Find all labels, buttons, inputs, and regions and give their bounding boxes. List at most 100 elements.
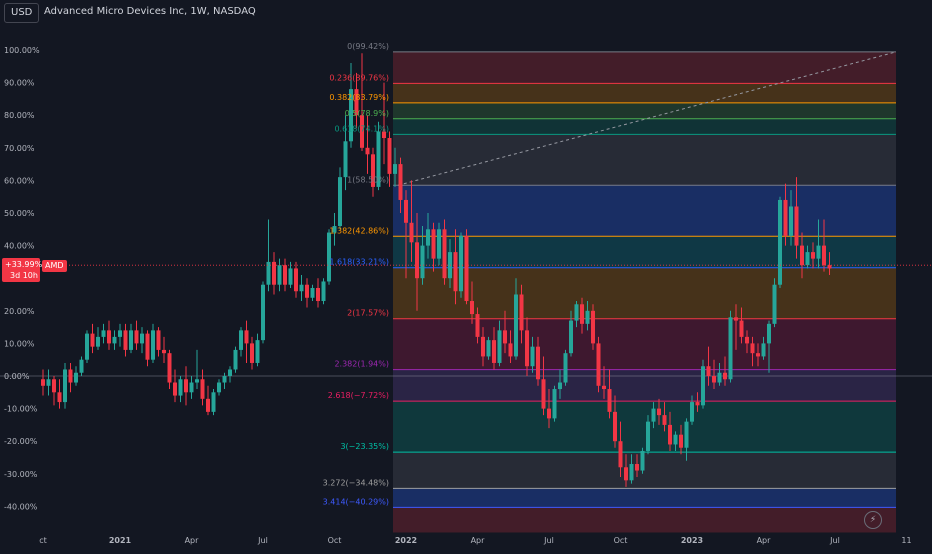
candle	[767, 320, 771, 373]
candle	[398, 157, 403, 213]
candle	[541, 356, 546, 416]
candle-body	[503, 330, 507, 344]
candle	[222, 372, 227, 390]
candle-body	[745, 336, 749, 344]
candle	[684, 418, 689, 461]
candle	[739, 307, 744, 344]
candle-body	[57, 392, 62, 403]
candle-body	[233, 349, 238, 370]
candle-body	[63, 369, 67, 403]
y-axis-tick-label: 100.00%	[4, 46, 40, 55]
candle	[365, 115, 370, 174]
candle-body	[536, 346, 540, 380]
candle	[772, 278, 777, 328]
candle	[585, 301, 590, 331]
candle	[387, 131, 392, 187]
candle-body	[123, 330, 128, 350]
candle-body	[255, 340, 260, 363]
candle-body	[349, 89, 353, 142]
candle-body	[591, 310, 595, 344]
candle-body	[750, 343, 755, 354]
candle	[651, 402, 656, 429]
candle	[145, 330, 150, 367]
candle	[822, 219, 826, 272]
candle-body	[41, 379, 45, 386]
lightning-bolt-icon[interactable]: ⚡	[864, 511, 882, 529]
candle	[459, 232, 463, 298]
candle-body	[640, 450, 645, 471]
candle	[580, 297, 584, 334]
candle-body	[431, 229, 436, 259]
fib-zone	[393, 118, 896, 135]
candle-body	[547, 408, 551, 419]
candle-body	[167, 353, 172, 383]
candle-body	[321, 281, 326, 302]
candle	[57, 379, 62, 409]
candle-body	[277, 265, 282, 285]
fib-trend-line	[397, 51, 897, 186]
candle-body	[145, 333, 150, 360]
candle-body	[662, 415, 667, 425]
candle-body	[426, 229, 430, 246]
fib-level-label: 3.272(−34.48%)	[323, 478, 389, 487]
candle	[85, 330, 89, 363]
candle	[233, 346, 238, 373]
candle	[745, 330, 749, 354]
candle	[129, 323, 133, 354]
candle	[761, 336, 766, 360]
candle	[668, 411, 672, 451]
candle-body	[272, 261, 276, 285]
candle-body	[250, 343, 254, 363]
y-axis-tick-label: 60.00%	[4, 176, 35, 185]
candle	[184, 366, 188, 406]
candle	[481, 327, 485, 367]
y-axis-tick-label: 20.00%	[4, 307, 35, 316]
candle-body	[195, 379, 199, 383]
x-axis-tick-label: Oct	[328, 536, 342, 545]
candle	[178, 376, 183, 403]
symbol-tag: AMD	[42, 260, 67, 272]
candle-body	[816, 245, 821, 259]
candle-body	[101, 330, 106, 337]
candle-body	[767, 323, 771, 344]
candle	[475, 307, 480, 344]
candle-body	[305, 284, 309, 298]
candle	[794, 177, 799, 259]
candle-body	[420, 245, 425, 279]
candle	[464, 229, 469, 305]
candle-body	[178, 379, 183, 396]
candle-body	[288, 268, 293, 285]
candle-body	[261, 284, 265, 341]
candle-body	[118, 330, 122, 337]
candle	[558, 369, 562, 399]
candle-body	[96, 336, 100, 347]
candle-body	[794, 206, 799, 246]
fib-level-label: 2(17.57%)	[347, 309, 389, 318]
candle	[624, 454, 628, 487]
y-axis-tick-label: 70.00%	[4, 144, 35, 153]
candle	[255, 333, 260, 367]
candle	[376, 121, 381, 191]
candle-body	[497, 330, 502, 363]
fib-zone	[393, 401, 896, 453]
candle	[602, 366, 606, 399]
candle	[305, 278, 309, 308]
candle-body	[668, 424, 672, 445]
candle	[783, 183, 788, 246]
fib-zone	[393, 51, 896, 84]
candle	[552, 385, 557, 422]
currency-button[interactable]: USD	[4, 3, 40, 23]
candle	[200, 369, 205, 406]
fib-zone	[393, 236, 896, 268]
candle-body	[464, 235, 469, 302]
x-axis-tick-label: Apr	[471, 536, 486, 545]
candle-body	[602, 385, 606, 390]
candle-body	[470, 301, 474, 315]
x-axis-tick-label: 2022	[395, 536, 417, 545]
fib-level-label: 0.236(89.76%)	[329, 73, 389, 82]
candle	[629, 454, 634, 484]
candle-body	[717, 372, 722, 383]
candle	[101, 323, 106, 344]
